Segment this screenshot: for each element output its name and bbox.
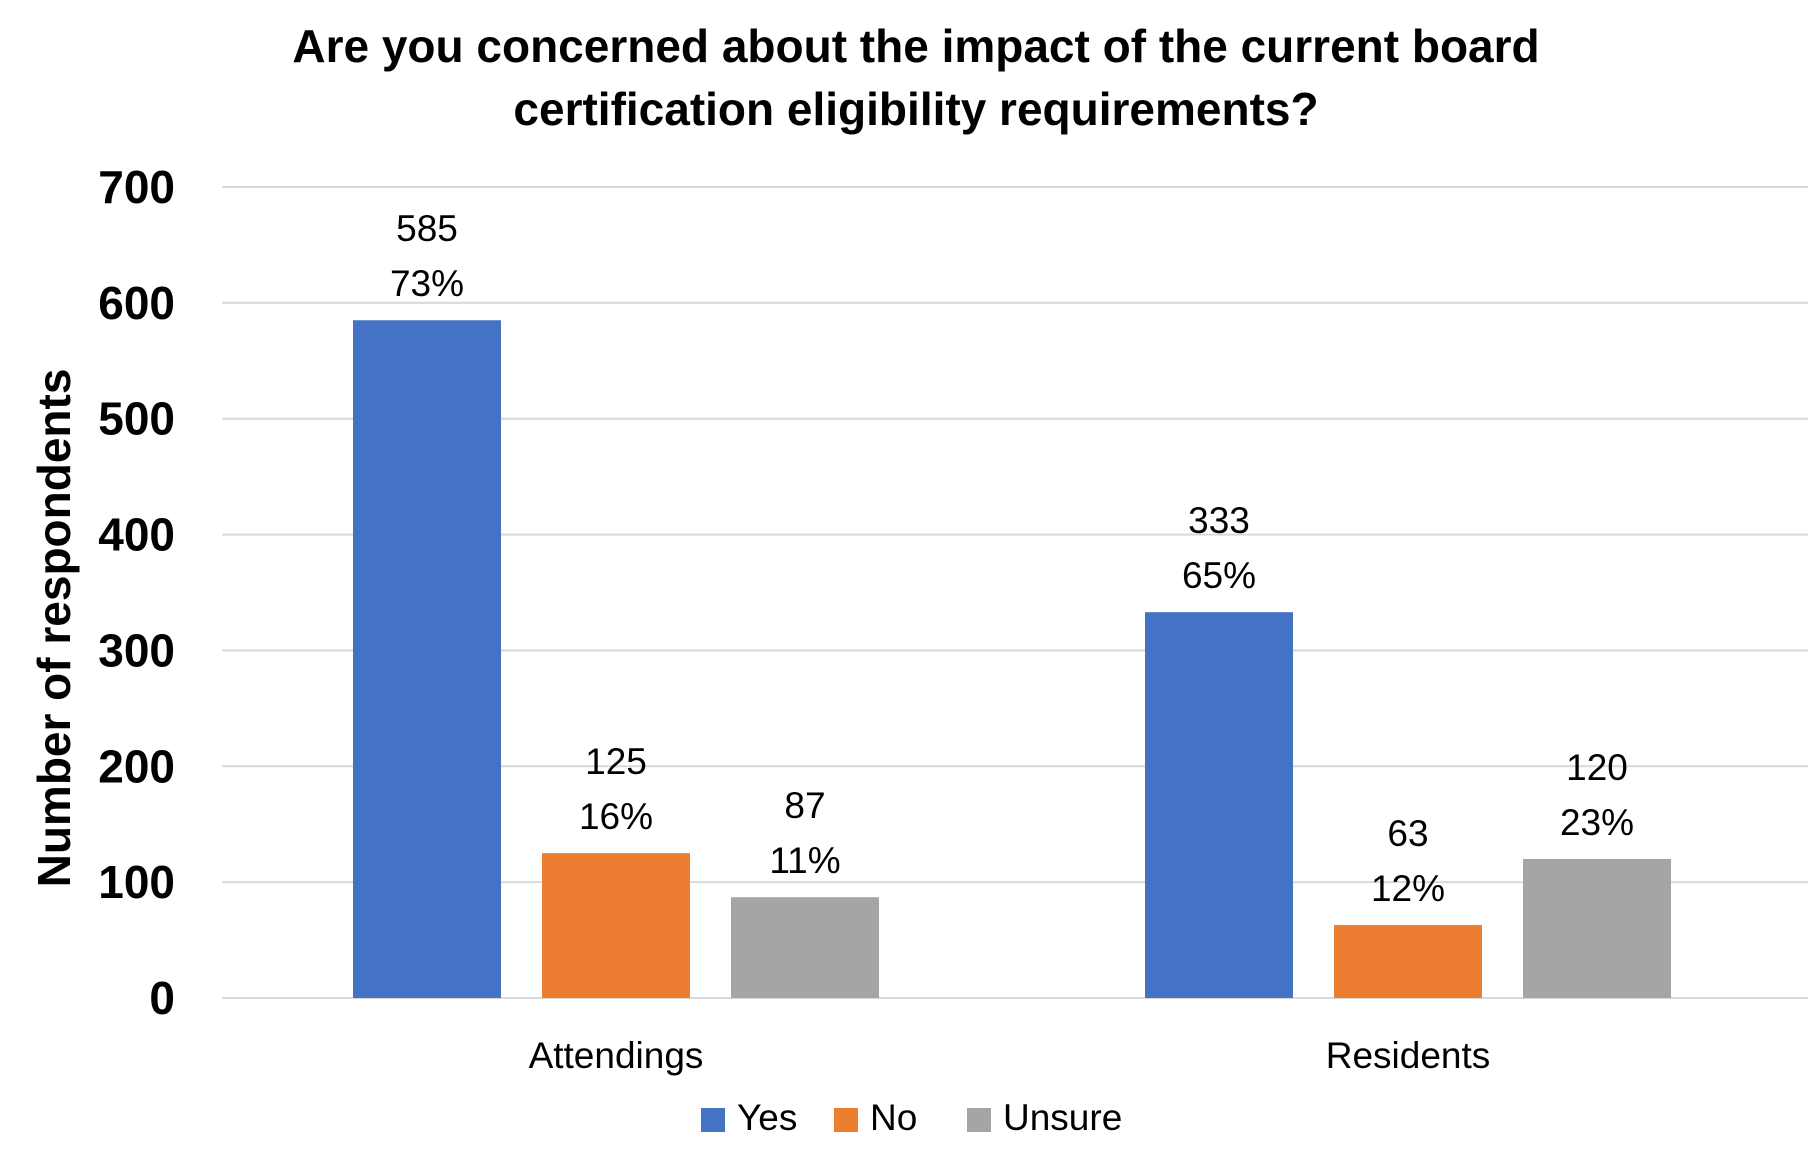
y-tick-label: 100 xyxy=(98,856,175,908)
legend-label-yes: Yes xyxy=(737,1097,797,1138)
chart-title-line-2: certification eligibility requirements? xyxy=(513,83,1318,135)
data-label-count: 333 xyxy=(1188,500,1250,541)
legend-swatch-no xyxy=(834,1108,858,1132)
data-label-count: 585 xyxy=(396,208,458,249)
data-labels: 585 73% 125 16% 87 11% 333 65% 63 12% 120 23% xyxy=(390,208,1634,909)
y-tick-label: 500 xyxy=(98,393,175,445)
data-label-percent: 16% xyxy=(579,796,653,837)
data-label-count: 63 xyxy=(1387,813,1428,854)
data-label-count: 125 xyxy=(585,741,647,782)
chart-title-line-1: Are you concerned about the impact of th… xyxy=(292,20,1539,72)
legend-label-unsure: Unsure xyxy=(1003,1097,1122,1138)
bar-yes-attendings xyxy=(353,320,501,998)
y-tick-label: 200 xyxy=(98,740,175,792)
legend: Yes No Unsure xyxy=(701,1097,1122,1138)
bar-no-residents xyxy=(1334,925,1482,998)
legend-swatch-unsure xyxy=(967,1108,991,1132)
data-label-percent: 23% xyxy=(1560,802,1634,843)
x-tick-label: Residents xyxy=(1326,1035,1491,1076)
data-label-percent: 65% xyxy=(1182,555,1256,596)
data-label-count: 87 xyxy=(784,785,825,826)
y-tick-label: 0 xyxy=(149,972,175,1024)
legend-swatch-yes xyxy=(701,1108,725,1132)
chart-title: Are you concerned about the impact of th… xyxy=(292,20,1539,135)
y-tick-label: 700 xyxy=(98,161,175,213)
bar-unsure-attendings xyxy=(731,897,879,998)
y-tick-label: 400 xyxy=(98,509,175,561)
y-tick-label: 300 xyxy=(98,624,175,676)
data-label-percent: 11% xyxy=(769,840,840,881)
y-tick-label: 600 xyxy=(98,277,175,329)
bar-yes-residents xyxy=(1145,612,1293,998)
data-label-percent: 73% xyxy=(390,263,464,304)
bar-unsure-residents xyxy=(1523,858,1671,998)
data-label-percent: 12% xyxy=(1371,868,1445,909)
bars xyxy=(353,320,1671,998)
y-axis-label: Number of respondents xyxy=(28,369,80,888)
legend-label-no: No xyxy=(870,1097,917,1138)
x-axis-ticks: Attendings Residents xyxy=(529,1035,1491,1076)
y-axis-ticks: 0 100 200 300 400 500 600 700 xyxy=(98,161,175,1024)
x-tick-label: Attendings xyxy=(529,1035,704,1076)
bar-no-attendings xyxy=(542,853,690,998)
data-label-count: 120 xyxy=(1566,747,1628,788)
